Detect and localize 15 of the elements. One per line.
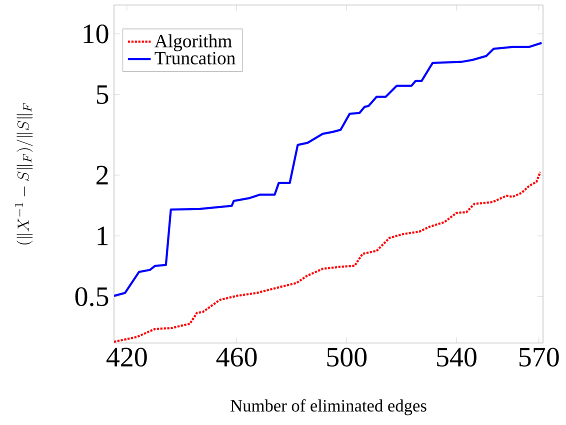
x-axis-title: Number of eliminated edges: [230, 399, 426, 416]
y-tick-label: 2: [96, 166, 108, 184]
x-tick-label: 460: [216, 348, 257, 367]
x-tick-label: 500: [327, 348, 367, 367]
y-tick-label: 10: [84, 24, 108, 44]
line-series: [114, 170, 542, 343]
y-tick-label: 1: [98, 226, 108, 246]
x-tick-label: 570: [520, 348, 559, 367]
y-tick-label: 0.5: [75, 287, 108, 306]
y-axis-title: $(\|X^{-1}-S\|_F)/\|S\|_F$: [14, 103, 33, 244]
x-tick-label: 540: [437, 348, 476, 367]
x-tick-label: 420: [106, 348, 147, 367]
legend-label: Algorithm: [154, 34, 232, 52]
legend-label: Truncation: [154, 52, 236, 64]
y-tick-label: 5: [96, 85, 108, 104]
